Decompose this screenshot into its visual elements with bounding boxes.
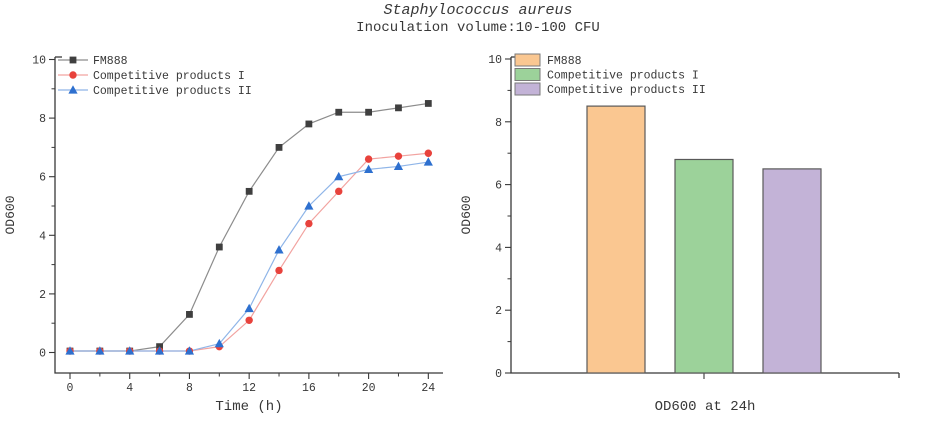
figure-subtitle: Inoculation volume:10-100 CFU — [356, 20, 600, 36]
y-tick-label: 8 — [39, 113, 46, 126]
x-axis-label: Time (h) — [215, 399, 282, 415]
data-point-competitive-products-i — [245, 316, 253, 324]
legend-label: Competitive products II — [93, 85, 252, 98]
data-point-competitive-products-ii — [334, 171, 344, 181]
data-point-competitive-products-i — [335, 187, 343, 196]
y-tick-label: 6 — [495, 180, 502, 193]
data-point-competitive-products-ii — [95, 346, 105, 355]
figure-titles: Staphylococcus aureus Inoculation volume… — [0, 2, 935, 37]
data-point-fm888 — [215, 243, 223, 251]
legend-marker — [69, 71, 77, 79]
y-tick-label: 2 — [495, 305, 502, 318]
y-tick-label: 0 — [39, 348, 46, 361]
data-point-fm888 — [245, 187, 253, 195]
y-axis-label: OD600 — [3, 195, 18, 234]
legend-marker — [69, 56, 77, 64]
data-point-competitive-products-i — [364, 155, 373, 163]
y-tick-label: 10 — [488, 54, 502, 67]
data-point-competitive-products-ii — [274, 245, 284, 254]
legend-marker — [68, 85, 78, 94]
data-point-competitive-products-ii — [244, 303, 254, 313]
data-point-fm888 — [335, 108, 343, 116]
x-tick-label: 4 — [126, 382, 133, 395]
x-axis-label: OD600 at 24h — [655, 399, 756, 415]
y-tick-label: 6 — [39, 172, 46, 185]
data-point-competitive-products-i — [305, 219, 313, 228]
y-tick-label: 0 — [495, 368, 502, 381]
data-point-competitive-products-ii — [184, 346, 195, 355]
legend-swatch — [514, 68, 541, 81]
x-tick-label: 12 — [242, 382, 256, 395]
data-point-competitive-products-ii — [214, 338, 224, 348]
legend-label: FM888 — [547, 55, 582, 68]
figure-title: Staphylococcus aureus — [383, 2, 573, 19]
data-point-competitive-products-ii — [393, 161, 404, 171]
legend-label: Competitive products I — [547, 70, 699, 83]
data-point-competitive-products-ii — [125, 346, 135, 355]
y-axis-label: OD600 — [459, 195, 474, 234]
data-point-competitive-products-i — [424, 149, 433, 157]
legend-label: Competitive products I — [93, 70, 245, 83]
axes — [54, 57, 443, 374]
x-tick-label: 24 — [421, 382, 435, 395]
data-point-fm888 — [365, 108, 372, 116]
legend-label: FM888 — [93, 55, 128, 68]
data-point-competitive-products-ii — [364, 164, 374, 173]
legend-swatch — [514, 53, 541, 67]
data-point-competitive-products-ii — [154, 346, 165, 355]
x-tick-label: 16 — [302, 382, 316, 395]
data-point-fm888 — [395, 104, 402, 112]
y-tick-label: 4 — [495, 242, 502, 255]
data-point-competitive-products-i — [275, 266, 283, 275]
legend-swatch — [514, 82, 541, 96]
y-tick-label: 8 — [495, 117, 502, 130]
data-point-fm888 — [305, 120, 313, 128]
data-point-competitive-products-ii — [304, 201, 314, 210]
od600-24h-bar-chart: 0 2 4 6 8 10 OD600 at 24h OD600 FM888 Competitive… — [459, 53, 900, 415]
x-tick-label: 8 — [186, 382, 193, 395]
x-tick-label: 20 — [362, 382, 376, 395]
bar-competitive-products-ii — [762, 168, 822, 374]
x-tick-label: 0 — [67, 382, 74, 395]
y-tick-label: 4 — [39, 230, 46, 243]
data-point-competitive-products-i — [394, 152, 403, 160]
bar-fm888 — [586, 105, 646, 374]
series-line-fm888 — [70, 102, 429, 352]
y-tick-label: 2 — [39, 289, 46, 302]
y-tick-label: 10 — [32, 55, 46, 68]
bar-competitive-products-i — [674, 158, 734, 374]
data-point-competitive-products-ii — [423, 157, 433, 166]
data-point-fm888 — [275, 144, 283, 151]
legend-label: Competitive products II — [547, 84, 706, 97]
data-point-competitive-products-ii — [65, 346, 75, 355]
data-point-fm888 — [186, 311, 193, 318]
data-point-fm888 — [424, 100, 432, 107]
